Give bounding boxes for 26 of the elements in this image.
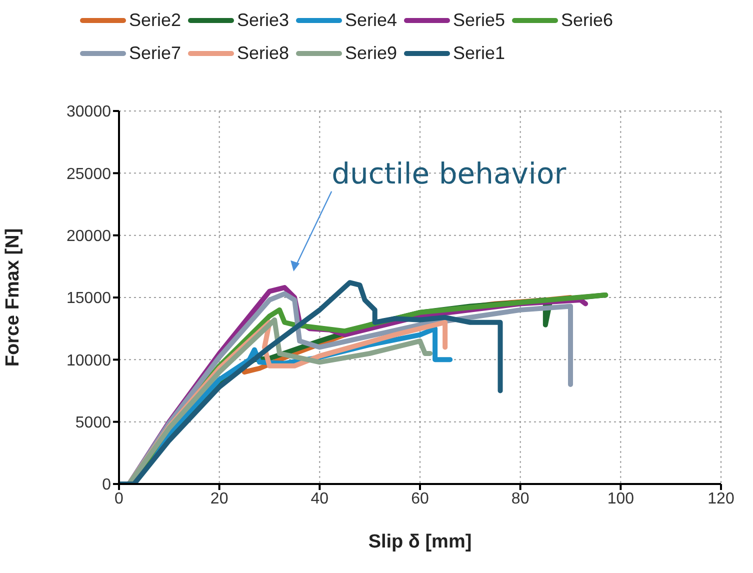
y-tick-label: 10000	[66, 352, 112, 370]
x-tick-label: 40	[310, 490, 329, 508]
legend-label: Serie9	[345, 43, 398, 64]
x-axis-title: Slip δ [mm]	[368, 531, 472, 552]
y-tick-label: 25000	[66, 166, 112, 183]
x-tick-label: 120	[708, 490, 734, 508]
legend-label: Serie3	[237, 10, 290, 31]
legend-label: Serie8	[237, 43, 290, 64]
y-tick-label: 30000	[66, 104, 112, 121]
legend-label: Serie1	[453, 43, 506, 64]
legend-label: Serie2	[129, 10, 182, 31]
legend-label: Serie7	[129, 43, 182, 64]
x-tick-label: 100	[607, 490, 634, 508]
y-tick-label: 20000	[66, 228, 112, 246]
x-tick-label: 60	[411, 490, 429, 508]
y-axis-title: Force Fmax [N]	[2, 228, 24, 367]
y-tick-label: 5000	[75, 414, 112, 432]
legend-label: Serie5	[453, 10, 506, 31]
x-tick-label: 20	[210, 490, 228, 508]
y-tick-label: 15000	[66, 290, 112, 308]
x-tick-label: 80	[511, 490, 530, 508]
annotation: ductile behavior	[332, 156, 566, 190]
legend-label: Serie6	[561, 10, 614, 31]
legend-label: Serie4	[345, 10, 398, 31]
y-tick-label: 0	[102, 476, 112, 494]
x-tick-label: 0	[114, 490, 124, 508]
